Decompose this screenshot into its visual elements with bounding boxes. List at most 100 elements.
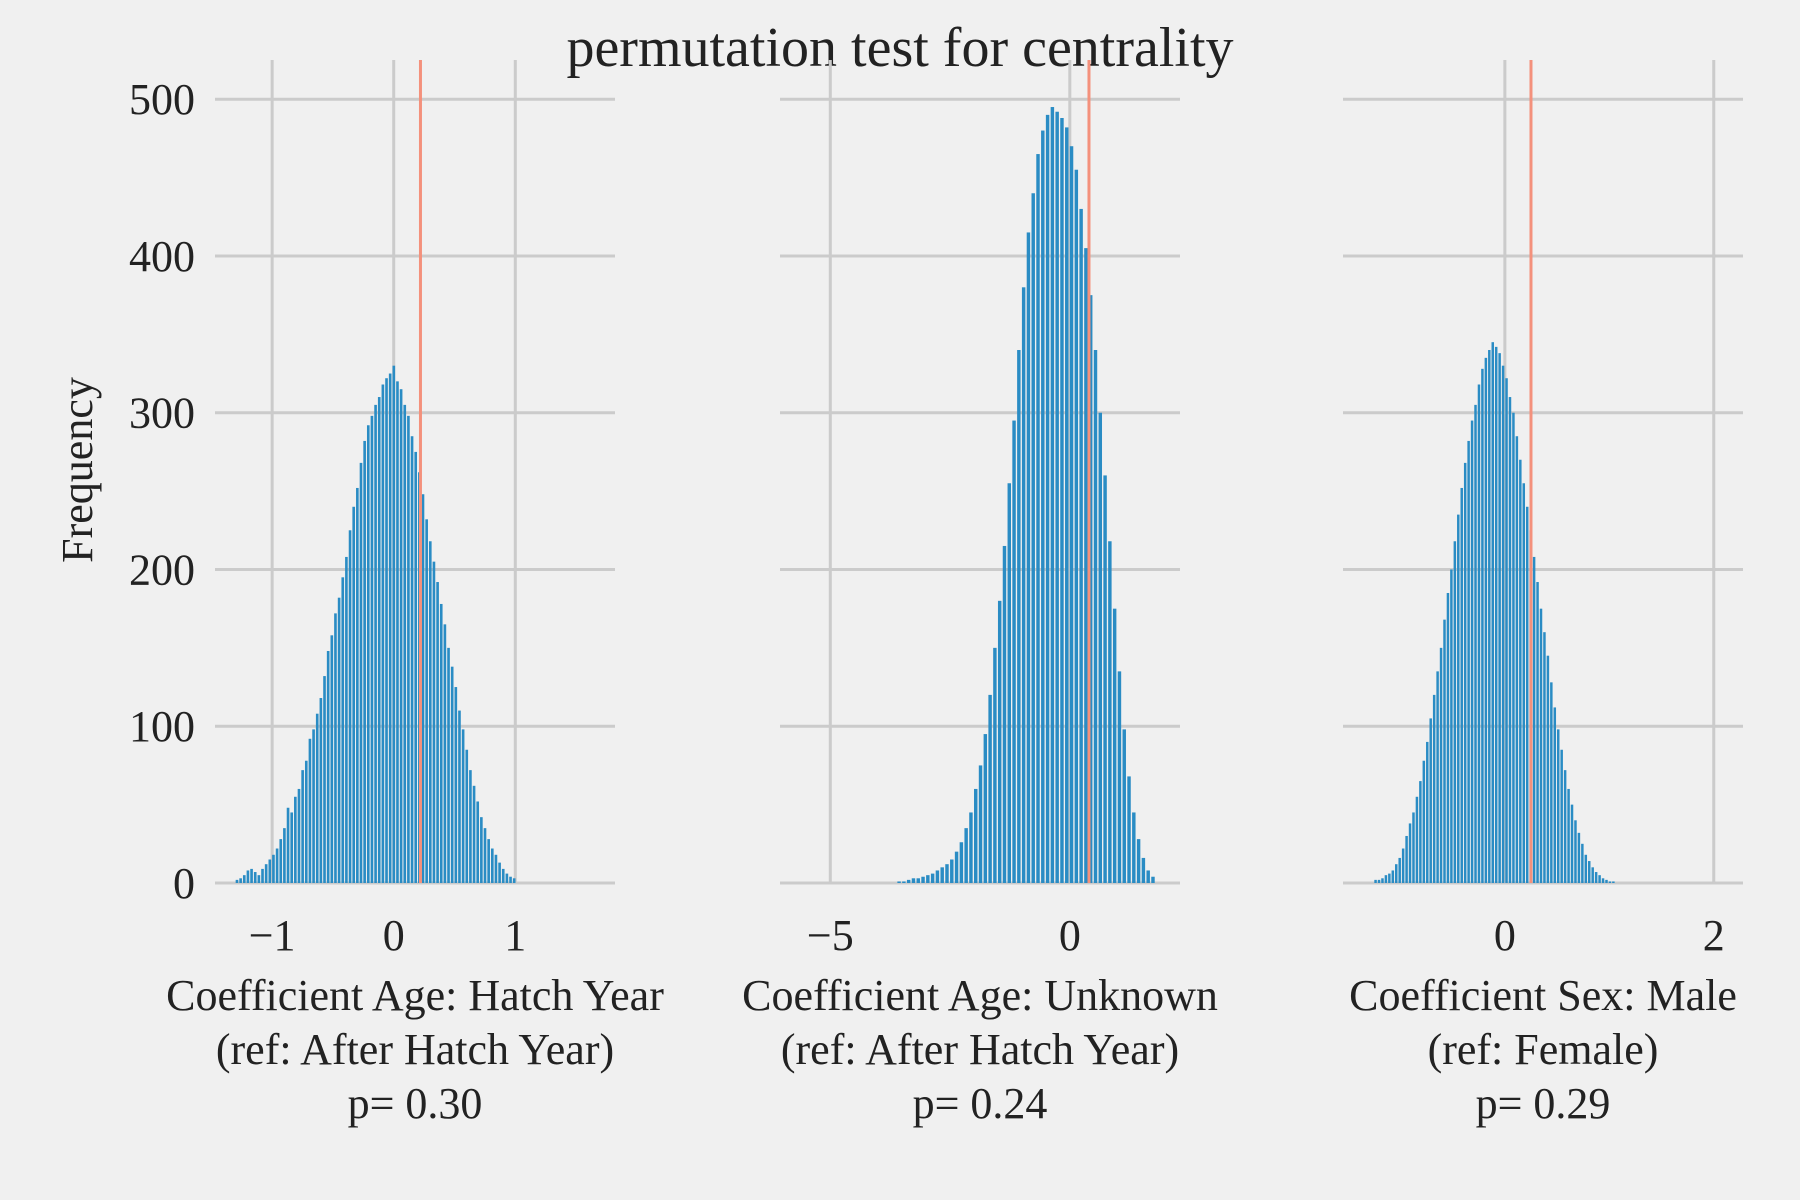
histogram-bar	[1570, 804, 1574, 883]
histogram-bar	[1426, 741, 1429, 883]
histogram-bar	[1443, 619, 1446, 883]
histogram-bar	[458, 710, 461, 883]
histogram-bar	[374, 404, 377, 883]
histogram-bar	[1550, 682, 1553, 883]
x-tick-label: 0	[383, 911, 405, 960]
histogram-bar	[1141, 857, 1146, 883]
histogram-bar	[1594, 872, 1598, 883]
histogram-bar	[505, 873, 509, 883]
chart-title: permutation test for centrality	[566, 17, 1233, 79]
histogram-bar	[1543, 632, 1546, 883]
histogram-bar	[268, 859, 272, 883]
histogram-bar	[242, 875, 246, 883]
histogram-bar	[512, 878, 516, 883]
histogram-bar	[1098, 412, 1103, 883]
x-axis-label-line: (ref: Female)	[1428, 1025, 1659, 1074]
histogram-bar	[1532, 556, 1536, 883]
histogram-bar	[432, 561, 436, 883]
histogram-bar	[363, 440, 366, 883]
histogram-bar	[396, 381, 399, 883]
histogram-bar	[461, 729, 465, 883]
histogram-bar	[983, 734, 988, 883]
x-tick-label: 0	[1494, 911, 1516, 960]
histogram-bar	[1519, 459, 1522, 883]
histogram-bar	[1460, 487, 1463, 883]
panel-3: 0 2 Coefficient Sex: Male (ref: Female) p= 0…	[1343, 60, 1743, 1128]
histogram-bar	[494, 854, 498, 883]
y-tick-label: 400	[129, 232, 195, 281]
histogram-bar	[377, 397, 381, 883]
histogram-bar	[480, 817, 483, 883]
histogram-bar	[297, 788, 301, 883]
panel-2: −5 0 Coefficient Age: Unknown (ref: After H…	[742, 60, 1218, 1128]
histogram-bar	[286, 807, 290, 883]
panels: −1 0 1 Coefficient Age: Hatch Year (ref: Aft…	[129, 60, 1743, 1128]
histogram-bar	[1494, 346, 1498, 884]
histogram-bar	[1463, 462, 1467, 883]
histogram-bar	[1560, 749, 1563, 883]
histogram-bar	[954, 851, 959, 883]
histogram-bar	[450, 666, 454, 883]
histogram-bar	[1539, 608, 1543, 883]
histogram-bar	[476, 801, 480, 883]
histogram-bar	[1601, 878, 1605, 883]
histogram-bar	[1084, 248, 1088, 884]
panel-1: −1 0 1 Coefficient Age: Hatch Year (ref: Aft…	[129, 60, 664, 1128]
x-axis-label-line: (ref: After Hatch Year)	[781, 1025, 1179, 1074]
histogram-bar	[352, 506, 356, 883]
histogram-bar	[1556, 729, 1560, 883]
histogram-bar	[283, 828, 286, 883]
histogram-bar	[1391, 870, 1395, 883]
histogram-bar	[997, 600, 1002, 883]
histogram-bar	[345, 556, 348, 883]
histogram-bar	[1012, 420, 1016, 883]
histogram-bar	[988, 694, 992, 883]
y-tick-label: 100	[129, 702, 195, 751]
x-axis-label-line: Coefficient Sex: Male	[1349, 971, 1737, 1020]
histogram-bar	[272, 854, 275, 883]
histogram-bar	[487, 839, 490, 883]
histogram-bar	[1395, 864, 1398, 883]
histogram-bar	[1477, 384, 1481, 883]
histogram-bar	[1374, 879, 1377, 883]
histogram-bar	[1045, 114, 1050, 883]
histogram-bar	[1002, 545, 1007, 883]
histogram-bar	[1060, 118, 1064, 884]
histogram-bar	[959, 842, 964, 883]
histogram-bar	[407, 415, 410, 883]
x-axis-label-line: p= 0.24	[913, 1079, 1048, 1128]
histogram-bar	[1584, 854, 1588, 883]
histogram-bar	[1415, 796, 1419, 883]
histogram-bar	[974, 788, 978, 883]
histogram-bar	[315, 713, 319, 883]
histogram-bar	[1007, 483, 1011, 883]
x-axis-label-line: Coefficient Age: Hatch Year	[166, 971, 664, 1020]
histogram-bar	[1439, 647, 1443, 883]
histogram-bar	[930, 873, 935, 883]
histogram-bar	[326, 650, 330, 883]
histogram-bar	[1588, 861, 1591, 883]
histogram-bar	[421, 494, 425, 883]
histogram-bar	[385, 378, 388, 883]
histogram-bar	[490, 848, 494, 883]
histogram-bar	[993, 647, 997, 883]
histogram-bar	[1412, 812, 1415, 883]
histogram-bar	[359, 462, 363, 883]
histogram-bar	[1031, 193, 1035, 883]
histogram-bar	[1065, 127, 1069, 884]
histogram-bar	[1598, 875, 1601, 883]
histogram-bar	[388, 373, 392, 883]
histogram-bar	[257, 875, 261, 883]
histogram-bar	[1484, 357, 1488, 883]
histogram-bar	[1088, 295, 1093, 884]
y-tick-label: 200	[129, 545, 195, 594]
histogram-bar	[1474, 404, 1477, 883]
histogram-bar	[1515, 436, 1519, 883]
histogram-bar	[1069, 146, 1074, 883]
histogram-bar	[1093, 350, 1098, 883]
histogram-bar	[294, 796, 297, 883]
histogram-bar	[1384, 875, 1388, 883]
histogram-bar	[1429, 718, 1432, 883]
histogram-bar	[1525, 506, 1529, 883]
histogram-bar	[1488, 350, 1491, 883]
